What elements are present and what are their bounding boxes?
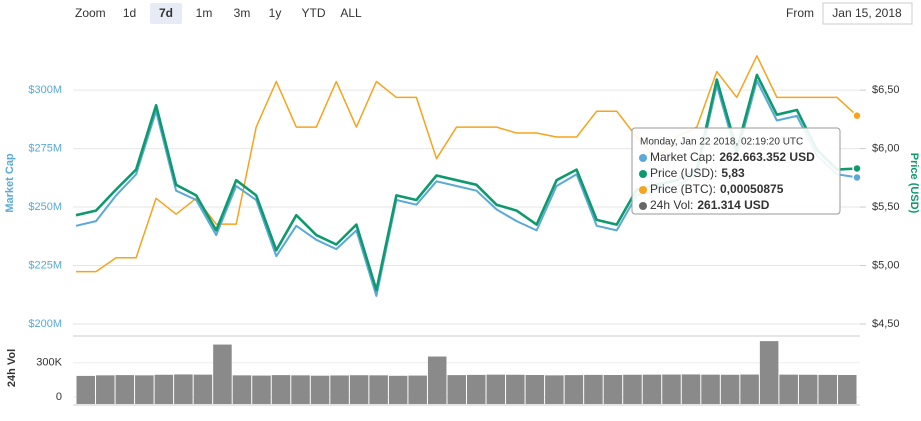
volume-bar <box>545 375 564 404</box>
volume-bar <box>623 374 642 404</box>
y-tick-label: $250M <box>28 201 62 213</box>
volume-bar <box>720 374 740 404</box>
volume-bar <box>467 374 486 404</box>
series-line <box>75 79 858 297</box>
zoom-button[interactable]: 1y <box>269 6 282 20</box>
volume-bar <box>330 375 349 404</box>
y-tick-label: $200M <box>28 318 62 330</box>
y2-axis-title: Price (USD) <box>908 153 920 214</box>
volume-bar <box>291 375 310 404</box>
volume-bar <box>818 374 837 404</box>
volume-bar <box>701 374 720 404</box>
volume-bar <box>213 344 232 404</box>
tooltip-value: 0,00050875 <box>720 182 784 196</box>
volume-bar <box>564 375 584 404</box>
y-tick-label: $275M <box>28 142 62 154</box>
volume-axis-title: 24h Vol <box>6 349 18 387</box>
volume-bar <box>447 375 466 404</box>
tooltip-bullet <box>639 154 647 162</box>
y2-tick-label: $6,50 <box>872 84 900 96</box>
y-tick-label: $225M <box>28 259 62 271</box>
volume-bar <box>349 375 369 404</box>
volume-bar <box>135 375 154 404</box>
tooltip-bullet <box>639 186 647 194</box>
zoom-button[interactable]: YTD <box>302 6 326 20</box>
tooltip-label: 24h Vol: <box>650 198 693 212</box>
volume-bar <box>154 374 174 404</box>
hover-marker <box>852 110 862 121</box>
volume-bar <box>759 341 779 404</box>
y2-tick-label: $5,50 <box>872 201 900 213</box>
volume-bar <box>96 375 115 404</box>
volume-bar <box>310 375 330 404</box>
volume-bar <box>408 375 427 404</box>
volume-bar <box>486 374 506 404</box>
volume-bar <box>193 374 213 404</box>
tooltip-value: 262.663.352 USD <box>719 150 815 164</box>
tooltip-bullet <box>639 170 647 178</box>
y2-tick-label: $6,00 <box>872 142 900 154</box>
zoom-button-bg[interactable] <box>150 3 182 24</box>
volume-bar <box>642 374 662 404</box>
volume-bar <box>174 374 193 404</box>
zoom-button[interactable]: 3m <box>234 6 251 20</box>
volume-bar <box>779 374 798 404</box>
from-date[interactable]: Jan 15, 2018 <box>832 6 902 20</box>
volume-bar <box>603 374 623 404</box>
y-tick-label: 0 <box>56 391 62 403</box>
zoom-button[interactable]: 1d <box>123 6 136 20</box>
from-label: From <box>786 6 814 20</box>
tooltip-title: Monday, Jan 22 2018, 02:19:20 UTC <box>640 137 803 148</box>
volume-bar <box>798 374 818 404</box>
volume-bar <box>506 374 525 404</box>
volume-bar <box>837 374 857 404</box>
hover-marker <box>852 163 862 174</box>
y2-tick-label: $4,50 <box>872 318 900 330</box>
hover-marker <box>852 172 862 183</box>
y-tick-label: $300M <box>28 84 62 96</box>
volume-bar <box>232 375 252 404</box>
zoom-button[interactable]: 1m <box>196 6 213 20</box>
volume-bar <box>76 375 96 404</box>
tooltip-label: Price (USD): <box>650 166 717 180</box>
volume-bar <box>252 375 271 404</box>
volume-bar <box>681 374 701 404</box>
series-line <box>75 73 858 292</box>
y2-tick-label: $5,00 <box>872 259 900 271</box>
volume-bar <box>369 375 388 404</box>
tooltip-label: Price (BTC): <box>650 182 716 196</box>
y-axis-title: Market Cap <box>4 153 16 213</box>
zoom-button[interactable]: ALL <box>340 6 362 20</box>
volume-bar <box>662 374 681 404</box>
y-tick-label: 300K <box>36 357 62 369</box>
volume-bar <box>584 374 603 404</box>
volume-bar <box>525 374 545 404</box>
tooltip-label: Market Cap: <box>650 150 715 164</box>
zoom-label: Zoom <box>75 6 106 20</box>
tooltip-box <box>631 127 841 215</box>
volume-bar <box>740 374 759 404</box>
volume-bar <box>388 375 408 404</box>
tooltip-value: 5,83 <box>721 166 745 180</box>
tooltip-value: 261.314 USD <box>697 198 769 212</box>
date-box[interactable] <box>822 2 913 25</box>
zoom-button[interactable]: 7d <box>159 6 173 20</box>
volume-bar <box>427 356 447 404</box>
tooltip-bullet <box>639 202 647 210</box>
volume-bar <box>115 375 135 404</box>
volume-bar <box>271 375 291 404</box>
